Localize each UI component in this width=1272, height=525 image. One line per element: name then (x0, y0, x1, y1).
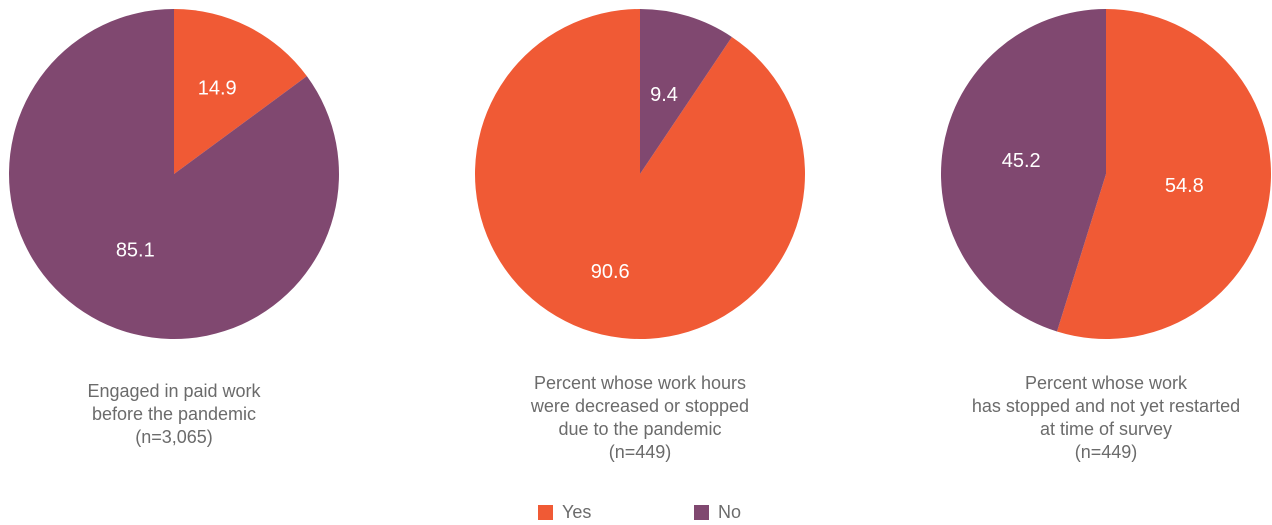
pie-chart-1: 14.9 85.1 (9, 9, 340, 340)
legend-label-no: No (718, 502, 742, 522)
caption-pie-3: Percent whose work has stopped and not y… (941, 372, 1271, 464)
caption-line: Percent whose work (1024, 373, 1188, 393)
caption-line: were decreased or stopped (530, 396, 750, 416)
pie-slice-no (9, 9, 340, 340)
pie-chart-2: 90.6 9.4 (475, 9, 805, 339)
legend: Yes No (0, 500, 1272, 525)
legend-swatch-no (694, 505, 709, 520)
pie-slice-yes (174, 9, 307, 174)
legend-label-yes: Yes (562, 502, 592, 522)
data-label-yes: 54.8 (1165, 175, 1204, 197)
data-label-no: 45.2 (1002, 150, 1041, 172)
pie-slice-no (640, 9, 732, 174)
legend-item-no: No (694, 502, 741, 523)
pie-chart-3: 54.8 45.2 (941, 9, 1272, 339)
caption-pie-2: Percent whose work hours were decreased … (490, 372, 790, 464)
caption-line: has stopped and not yet restarted (971, 396, 1241, 416)
data-label-yes: 14.9 (198, 78, 237, 100)
legend-item-yes: Yes (538, 502, 591, 523)
caption-line: at time of survey (1039, 419, 1173, 439)
data-label-yes: 90.6 (591, 261, 630, 283)
data-label-no: 9.4 (650, 84, 678, 106)
caption-line: (n=449) (1074, 442, 1138, 462)
caption-line: before the pandemic (91, 404, 257, 424)
caption-line: Engaged in paid work (87, 381, 261, 401)
caption-line: (n=449) (608, 442, 672, 462)
data-label-no: 85.1 (116, 240, 155, 262)
caption-line: Percent whose work hours (533, 373, 747, 393)
caption-pie-1: Engaged in paid work before the pandemic… (24, 380, 324, 449)
pie-charts: 14.9 85.1 90.6 9.4 54.8 45.2 (9, 9, 1272, 340)
pie-slice-no (941, 9, 1106, 332)
caption-line: due to the pandemic (558, 419, 722, 439)
pie-slice-yes (1056, 9, 1272, 339)
caption-line: (n=3,065) (135, 427, 213, 447)
legend-swatch-yes (538, 505, 553, 520)
